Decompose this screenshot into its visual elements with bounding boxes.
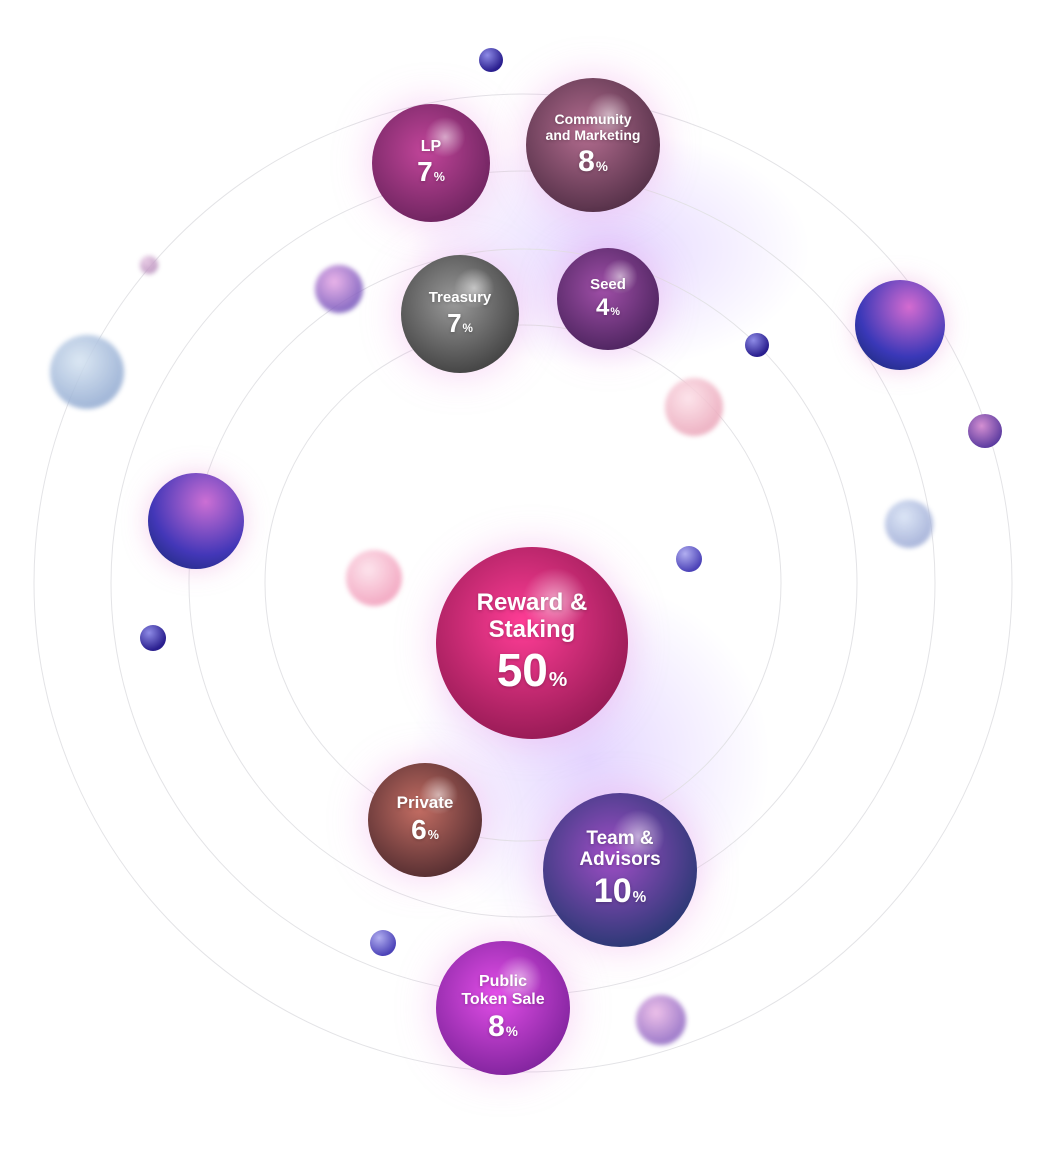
allocation-percentage: 50%: [497, 645, 568, 696]
allocation-value: 4: [596, 294, 610, 322]
decorative-sphere: [676, 546, 702, 572]
orbit-ring-2: [188, 248, 858, 918]
allocation-value: 8: [488, 1010, 505, 1044]
allocation-name: Reward & Staking: [476, 589, 588, 643]
decorative-sphere: [855, 280, 945, 370]
allocation-sphere-seed: Seed 4%: [557, 248, 659, 350]
decorative-sphere: [140, 256, 158, 274]
allocation-name: Team & Advisors: [579, 828, 661, 871]
allocation-value: 7: [447, 307, 462, 338]
percent-sign: %: [595, 158, 608, 174]
decorative-sphere: [885, 500, 933, 548]
allocation-sphere-public: Public Token Sale 8%: [436, 941, 570, 1075]
decorative-sphere: [148, 473, 244, 569]
decorative-sphere: [315, 265, 363, 313]
allocation-sphere-private: Private 6%: [368, 763, 482, 877]
allocation-percentage: 6%: [411, 813, 439, 846]
decorative-sphere: [636, 995, 686, 1045]
percent-sign: %: [462, 321, 473, 335]
allocation-sphere-lp: LP 7%: [372, 104, 490, 222]
percent-sign: %: [505, 1024, 518, 1040]
allocation-value: 6: [411, 813, 427, 845]
allocation-name: Community and Marketing: [545, 111, 641, 143]
allocation-sphere-community: Community and Marketing 8%: [526, 78, 660, 212]
allocation-value: 8: [578, 144, 595, 178]
decorative-sphere: [479, 48, 503, 72]
orbit-ring-1: [264, 324, 782, 842]
allocation-percentage: 10%: [593, 872, 647, 911]
allocation-label: Reward & Staking 50%: [436, 547, 628, 739]
percent-sign: %: [427, 827, 439, 842]
percent-sign: %: [610, 306, 620, 319]
percent-sign: %: [548, 668, 568, 692]
decorative-sphere: [50, 335, 124, 409]
allocation-label: Private 6%: [368, 763, 482, 877]
allocation-name: Public Token Sale: [461, 972, 545, 1008]
allocation-label: Team & Advisors 10%: [543, 793, 697, 947]
orbit-ring-4: [33, 93, 1013, 1073]
allocation-label: LP 7%: [372, 104, 490, 222]
allocation-value: 7: [417, 156, 433, 188]
decorative-sphere: [346, 550, 402, 606]
decorative-sphere: [370, 930, 396, 956]
allocation-name: Seed: [590, 275, 626, 293]
percent-sign: %: [632, 889, 647, 907]
allocation-percentage: 8%: [488, 1010, 518, 1043]
allocation-sphere-reward: Reward & Staking 50%: [436, 547, 628, 739]
allocation-percentage: 4%: [596, 294, 620, 322]
decorative-sphere: [140, 625, 166, 651]
allocation-sphere-treasury: Treasury 7%: [401, 255, 519, 373]
allocation-name: Private: [396, 793, 454, 813]
decorative-sphere: [968, 414, 1002, 448]
allocation-label: Community and Marketing 8%: [526, 78, 660, 212]
allocation-label: Public Token Sale 8%: [436, 941, 570, 1075]
allocation-sphere-team: Team & Advisors 10%: [543, 793, 697, 947]
allocation-percentage: 7%: [447, 309, 473, 338]
allocation-label: Seed 4%: [557, 248, 659, 350]
decorative-sphere: [665, 378, 723, 436]
allocation-value: 10: [593, 872, 632, 911]
decorative-sphere: [745, 333, 769, 357]
allocation-value: 50: [496, 644, 548, 697]
allocation-name: Treasury: [428, 289, 492, 307]
allocation-name: LP: [420, 137, 442, 155]
percent-sign: %: [433, 170, 445, 185]
allocation-percentage: 7%: [417, 156, 445, 188]
allocation-percentage: 8%: [578, 145, 608, 178]
allocation-label: Treasury 7%: [401, 255, 519, 373]
